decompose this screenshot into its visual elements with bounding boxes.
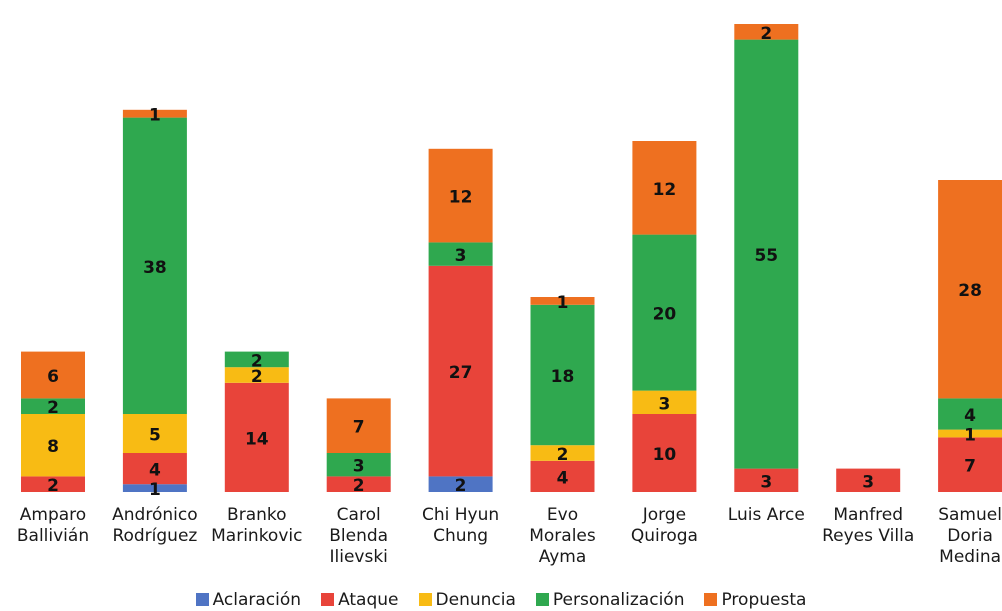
category-label-manfred-reyes-villa: Manfred Reyes Villa <box>822 505 915 546</box>
bar-segment-evo-morales-ayma-personalizacion <box>530 304 595 446</box>
data-label-amparo-ballivian-personalizacion: 2 <box>47 398 59 418</box>
category-label-carol-blenda-ilievski: Carol Blenda Ilievski <box>329 505 389 567</box>
data-label-manfred-reyes-villa-ataque: 3 <box>862 472 874 492</box>
bar-segment-andronico-rodriguez-personalizacion <box>122 117 187 414</box>
category-label-luis-arce: Luis Arce <box>727 505 805 525</box>
data-label-evo-morales-ayma-ataque: 4 <box>557 468 569 488</box>
bar-segment-andronico-rodriguez-ataque <box>122 453 187 485</box>
data-label-carol-blenda-ilievski-personalizacion: 3 <box>353 457 365 477</box>
data-label-amparo-ballivian-ataque: 2 <box>47 476 59 496</box>
legend: Aclaración Ataque Denuncia Personalización P… <box>0 590 1002 610</box>
bar-segment-luis-arce-personalizacion <box>734 39 799 469</box>
data-label-chi-hyun-chung-propuesta: 12 <box>449 188 473 208</box>
category-label-andronico-rodriguez: Andrónico Rodríguez <box>112 505 198 546</box>
bar-segment-samuel-doria-medina-ataque <box>938 437 1002 492</box>
bar-segment-manfred-reyes-villa-ataque <box>836 468 901 492</box>
data-label-jorge-quiroga-ataque: 10 <box>653 445 677 465</box>
data-label-luis-arce-propuesta: 2 <box>760 24 772 44</box>
category-label-branko-marinkovic: Branko Marinkovic <box>211 505 303 546</box>
data-label-jorge-quiroga-denuncia: 3 <box>658 394 670 414</box>
data-label-evo-morales-ayma-personalizacion: 18 <box>551 367 575 387</box>
data-label-andronico-rodriguez-aclaracion: 1 <box>149 480 161 500</box>
data-label-evo-morales-ayma-propuesta: 1 <box>557 293 569 313</box>
bar-segment-amparo-ballivian-propuesta <box>21 351 85 399</box>
data-label-andronico-rodriguez-denuncia: 5 <box>149 426 161 446</box>
data-label-amparo-ballivian-propuesta: 6 <box>47 367 59 387</box>
category-label-chi-hyun-chung: Chi Hyun Chung <box>422 505 500 546</box>
category-label-amparo-ballivian: Amparo Ballivián <box>16 505 90 546</box>
bar-segment-chi-hyun-chung-personalizacion <box>428 242 493 266</box>
data-label-branko-marinkovic-denuncia: 2 <box>251 367 263 387</box>
data-label-branko-marinkovic-personalizacion: 2 <box>251 351 263 371</box>
bar-segment-branko-marinkovic-personalizacion <box>224 351 289 368</box>
data-label-evo-morales-ayma-denuncia: 2 <box>557 445 569 465</box>
value-labels-layer: 2826145381142223722731242181103201235523… <box>47 24 982 500</box>
legend-label-propuesta: Propuesta <box>721 590 807 610</box>
data-label-andronico-rodriguez-personalizacion: 38 <box>143 258 167 278</box>
legend-swatch-aclaracion <box>195 593 209 606</box>
bar-segment-carol-blenda-ilievski-ataque <box>326 476 391 492</box>
data-label-carol-blenda-ilievski-propuesta: 7 <box>353 418 365 438</box>
legend-item-ataque: Ataque <box>321 590 399 610</box>
data-label-chi-hyun-chung-personalizacion: 3 <box>455 246 467 266</box>
bar-segment-chi-hyun-chung-propuesta <box>428 148 493 243</box>
bar-segment-evo-morales-ayma-propuesta <box>530 297 595 305</box>
bar-segment-jorge-quiroga-ataque <box>632 414 697 492</box>
data-label-jorge-quiroga-propuesta: 12 <box>653 180 677 200</box>
bar-segment-jorge-quiroga-denuncia <box>632 390 697 414</box>
legend-label-denuncia: Denuncia <box>435 590 516 610</box>
legend-swatch-denuncia <box>418 593 432 606</box>
data-label-samuel-doria-medina-denuncia: 1 <box>964 426 976 446</box>
data-label-luis-arce-personalizacion: 55 <box>754 246 778 266</box>
legend-swatch-propuesta <box>704 593 718 606</box>
bar-segment-amparo-ballivian-ataque <box>21 476 85 492</box>
bar-segment-luis-arce-ataque <box>734 468 799 492</box>
bar-segment-branko-marinkovic-denuncia <box>224 367 289 383</box>
category-label-samuel-doria-medina: Samuel Doria Medina <box>938 505 1002 567</box>
legend-item-personalizacion: Personalización <box>535 590 685 610</box>
legend-item-denuncia: Denuncia <box>418 590 516 610</box>
bar-segment-chi-hyun-chung-aclaracion <box>428 476 493 492</box>
bar-segment-samuel-doria-medina-denuncia <box>938 429 1002 438</box>
category-label-evo-morales-ayma: Evo Morales Ayma <box>529 505 596 567</box>
data-label-samuel-doria-medina-propuesta: 28 <box>958 281 982 301</box>
legend-label-aclaracion: Aclaración <box>212 590 302 610</box>
data-label-samuel-doria-medina-ataque: 7 <box>964 457 976 477</box>
bar-segment-jorge-quiroga-propuesta <box>632 141 697 235</box>
bar-segment-samuel-doria-medina-personalizacion <box>938 398 1002 430</box>
bar-segment-amparo-ballivian-denuncia <box>21 414 85 477</box>
bar-segment-andronico-rodriguez-aclaracion <box>122 484 187 492</box>
data-label-jorge-quiroga-personalizacion: 20 <box>653 305 677 325</box>
legend-swatch-ataque <box>321 593 335 606</box>
data-label-chi-hyun-chung-aclaracion: 2 <box>455 476 467 496</box>
data-label-chi-hyun-chung-ataque: 27 <box>449 363 473 383</box>
bars-layer <box>21 24 1002 492</box>
bar-segment-evo-morales-ayma-ataque <box>530 460 595 492</box>
bar-segment-carol-blenda-ilievski-personalizacion <box>326 453 391 477</box>
bar-segment-carol-blenda-ilievski-propuesta <box>326 398 391 453</box>
data-label-andronico-rodriguez-propuesta: 1 <box>149 106 161 126</box>
legend-label-personalizacion: Personalización <box>552 590 685 610</box>
bar-segment-amparo-ballivian-personalizacion <box>21 398 85 414</box>
bar-segment-samuel-doria-medina-propuesta <box>938 180 1002 399</box>
data-label-amparo-ballivian-denuncia: 8 <box>47 437 59 457</box>
bar-segment-branko-marinkovic-ataque <box>224 382 289 492</box>
bar-segment-evo-morales-ayma-denuncia <box>530 445 595 461</box>
data-label-carol-blenda-ilievski-ataque: 2 <box>353 476 365 496</box>
bar-segment-luis-arce-propuesta <box>734 24 799 40</box>
legend-label-ataque: Ataque <box>338 590 399 610</box>
data-label-andronico-rodriguez-ataque: 4 <box>149 461 161 481</box>
category-label-jorge-quiroga: Jorge Quiroga <box>630 505 698 546</box>
legend-item-propuesta: Propuesta <box>704 590 806 610</box>
data-label-luis-arce-ataque: 3 <box>760 472 772 492</box>
data-label-branko-marinkovic-ataque: 14 <box>245 429 269 449</box>
legend-swatch-personalizacion <box>535 593 549 606</box>
bar-segment-andronico-rodriguez-denuncia <box>122 414 187 453</box>
bar-segment-jorge-quiroga-personalizacion <box>632 234 697 391</box>
bar-segment-chi-hyun-chung-ataque <box>428 265 493 477</box>
legend-item-aclaracion: Aclaración <box>195 590 302 610</box>
data-label-samuel-doria-medina-personalizacion: 4 <box>964 406 976 426</box>
bar-segment-andronico-rodriguez-propuesta <box>122 109 187 118</box>
